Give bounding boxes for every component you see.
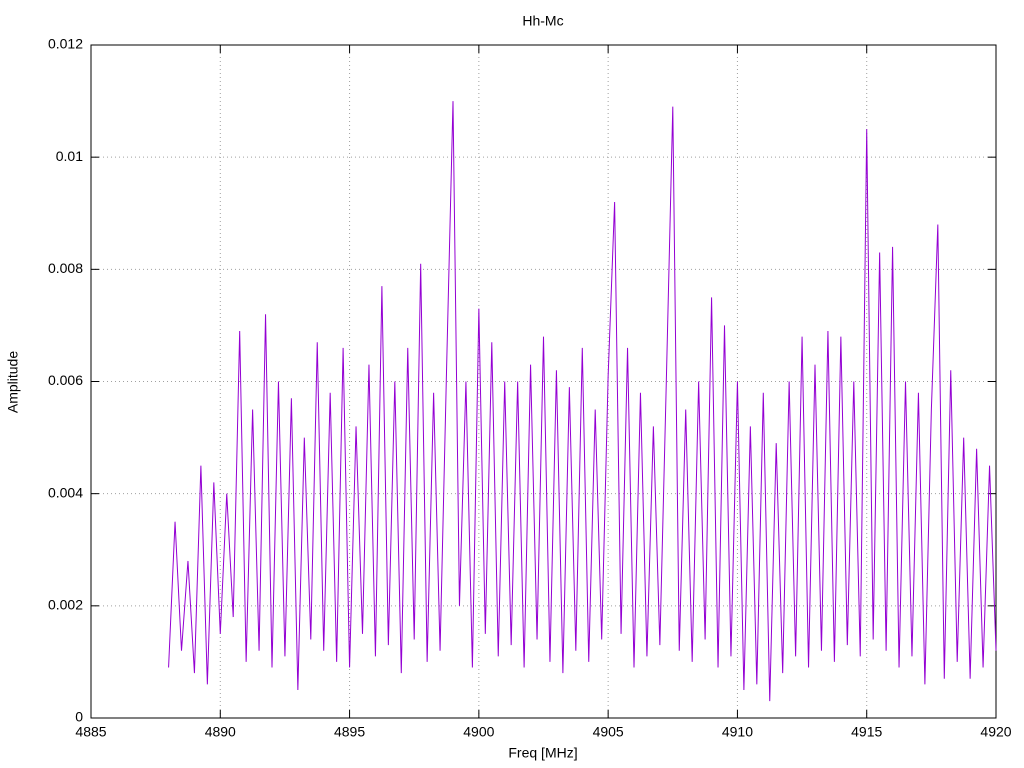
x-tick-label: 4900	[463, 724, 494, 740]
y-tick-label: 0.004	[48, 484, 83, 500]
chart-title: Hh-Mc	[522, 13, 563, 29]
y-tick-label: 0.006	[48, 372, 83, 388]
x-axis-label: Freq [MHz]	[508, 745, 577, 761]
y-tick-label: 0.01	[56, 148, 83, 164]
x-tick-label: 4895	[334, 724, 365, 740]
x-tick-label: 4890	[205, 724, 236, 740]
plot-border	[90, 44, 997, 719]
x-tick-label: 4910	[722, 724, 753, 740]
x-tick-label: 4915	[851, 724, 882, 740]
y-axis-label: Amplitude	[5, 351, 21, 413]
y-tick-label: 0.002	[48, 597, 83, 613]
x-tick-label: 4905	[593, 724, 624, 740]
x-tick-label: 4920	[980, 724, 1011, 740]
x-tick-label: 4885	[75, 724, 106, 740]
data-line	[168, 101, 997, 702]
y-tick-label: 0.012	[48, 36, 83, 52]
y-tick-label: 0	[75, 709, 83, 725]
y-tick-label: 0.008	[48, 260, 83, 276]
